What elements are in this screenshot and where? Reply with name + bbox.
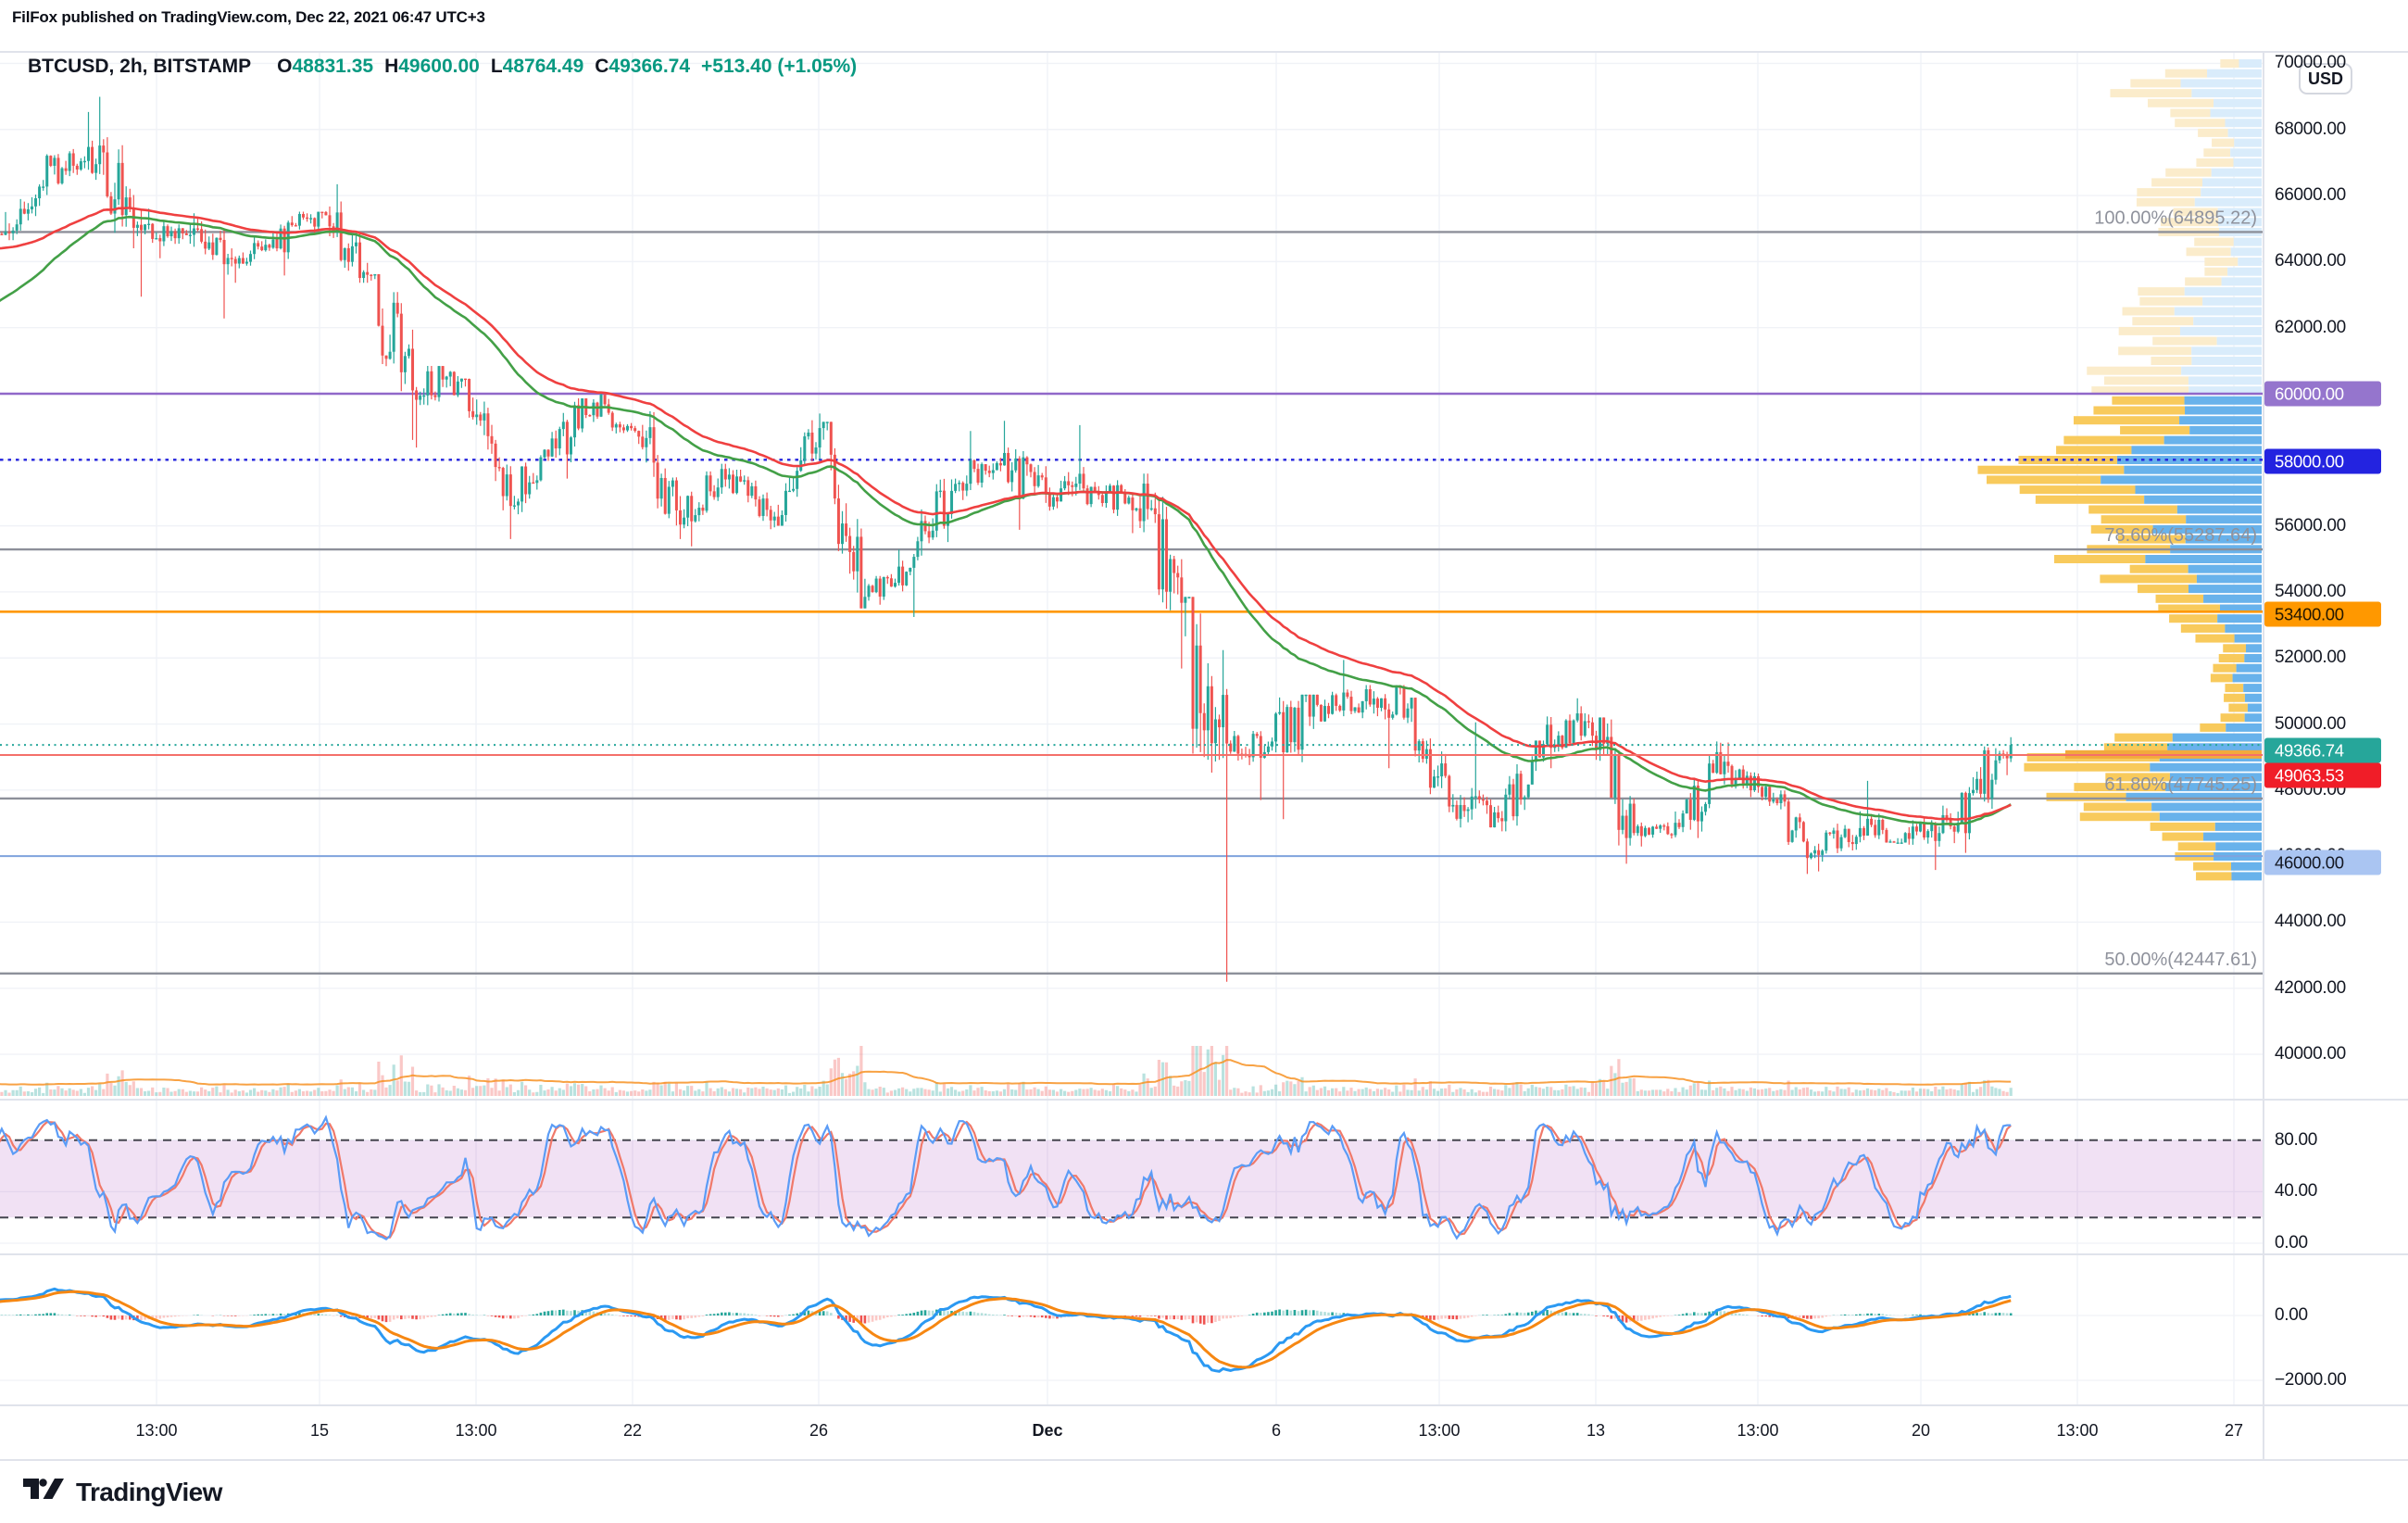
symbol-legend: BTCUSD, 2h, BITSTAMP O48831.35 H49600.00 L4… — [28, 56, 857, 78]
ohlc-low-value: 48764.49 — [502, 56, 584, 77]
time-tick-label: 15 — [309, 1421, 330, 1440]
main-stoch-separator — [0, 1099, 2408, 1101]
price-axis-border — [2263, 51, 2264, 1460]
ohlc-close-label: C — [595, 56, 609, 77]
time-tick-label: 20 — [1911, 1421, 1931, 1440]
attribution-text: FilFox published on TradingView.com, Dec… — [12, 8, 485, 26]
top-separator — [0, 51, 2408, 53]
tradingview-logo-icon[interactable] — [22, 1475, 65, 1509]
fib-label: 100.00%(64895.22) — [2094, 208, 2257, 228]
time-tick-label: 13:00 — [135, 1421, 178, 1440]
price-tick-label: 54000.00 — [2275, 581, 2346, 601]
time-tick-label: 13:00 — [2056, 1421, 2099, 1440]
price-tick-label: 66000.00 — [2275, 185, 2346, 206]
price-tag: 53400.00 — [2264, 601, 2381, 627]
time-tick-label: 13 — [1586, 1421, 1606, 1440]
stoch-tick-label: 0.00 — [2275, 1233, 2308, 1252]
stochastic-panel — [0, 1114, 2263, 1241]
ma-line — [0, 207, 2012, 821]
price-tag: 60000.00 — [2264, 381, 2381, 407]
stoch-tick-label: 80.00 — [2275, 1129, 2318, 1150]
price-tag: 49063.53 — [2264, 762, 2381, 788]
time-tick-label: 13:00 — [455, 1421, 497, 1440]
time-tick-label: 6 — [1271, 1421, 1282, 1440]
stoch-tick-label: 40.00 — [2275, 1181, 2318, 1202]
stoch-macd-separator — [0, 1253, 2408, 1255]
time-tick-label: 22 — [622, 1421, 643, 1440]
ohlc-close-value: 49366.74 — [608, 56, 691, 77]
macd-tick-label: −2000.00 — [2275, 1370, 2347, 1390]
footer: TradingView — [22, 1475, 222, 1509]
time-tick-label: 13:00 — [1737, 1421, 1779, 1440]
ohlc-low-label: L — [490, 56, 503, 77]
candles-layer — [0, 96, 2013, 982]
ma-line — [0, 215, 2012, 826]
time-tick-label: Dec — [1032, 1421, 1063, 1440]
price-tick-label: 40000.00 — [2275, 1044, 2346, 1064]
tradingview-brand[interactable]: TradingView — [76, 1477, 222, 1506]
timeaxis-bottom-separator — [0, 1459, 2408, 1461]
fib-label: 78.60%(55287.64) — [2104, 525, 2257, 546]
volume-profile-layer — [1977, 59, 2262, 881]
macd-tick-label: 0.00 — [2275, 1305, 2308, 1325]
macd-timeaxis-separator — [0, 1404, 2408, 1406]
price-tick-label: 64000.00 — [2275, 251, 2346, 271]
change-value: +513.40 (+1.05%) — [701, 56, 858, 77]
price-tick-label: 42000.00 — [2275, 977, 2346, 998]
price-tick-label: 68000.00 — [2275, 119, 2346, 139]
time-tick-label: 13:00 — [1418, 1421, 1461, 1440]
price-tag: 49366.74 — [2264, 737, 2381, 763]
macd-panel — [0, 1287, 2013, 1373]
price-tick-label: 62000.00 — [2275, 317, 2346, 337]
volume-layer — [0, 1046, 2013, 1096]
ohlc-high-value: 49600.00 — [398, 56, 480, 77]
price-tag: 58000.00 — [2264, 448, 2381, 474]
fib-label: 61.80%(47745.25) — [2104, 774, 2257, 795]
price-tick-label: 56000.00 — [2275, 515, 2346, 535]
price-tick-label: 52000.00 — [2275, 648, 2346, 668]
currency-toggle-button[interactable]: USD — [2299, 63, 2352, 94]
fib-label: 50.00%(42447.61) — [2104, 950, 2257, 970]
price-tick-label: 50000.00 — [2275, 713, 2346, 734]
ohlc-high-label: H — [384, 56, 399, 77]
time-tick-label: 26 — [809, 1421, 829, 1440]
price-tick-label: 44000.00 — [2275, 912, 2346, 932]
time-tick-label: 27 — [2224, 1421, 2244, 1440]
price-tick-label: 70000.00 — [2275, 53, 2346, 73]
ohlc-open-value: 48831.35 — [292, 56, 374, 77]
ohlc-open-label: O — [277, 56, 293, 77]
price-tag: 46000.00 — [2264, 850, 2381, 875]
symbol-title[interactable]: BTCUSD, 2h, BITSTAMP — [28, 56, 252, 77]
price-levels-layer — [0, 231, 2263, 975]
